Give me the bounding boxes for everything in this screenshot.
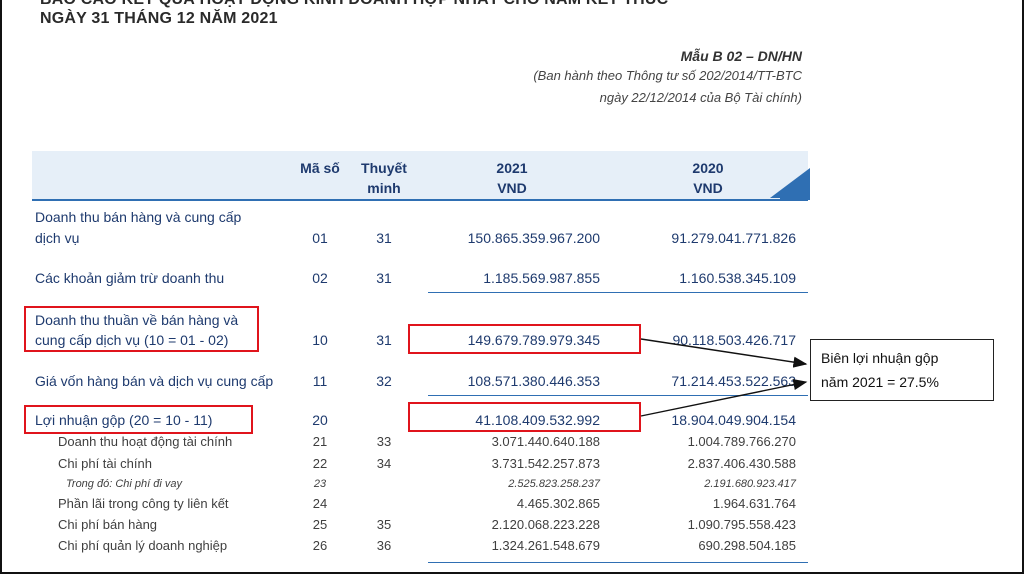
- row-label-cont: cung cấp dịch vụ (10 = 01 - 02): [35, 332, 229, 348]
- row-note: 36: [376, 538, 392, 553]
- highlight-net-revenue-2021: [408, 324, 641, 354]
- row-note: 32: [376, 373, 392, 389]
- row-label: Các khoản giảm trừ doanh thu: [35, 270, 225, 286]
- row-label: Phần lãi trong công ty liên kết: [58, 496, 229, 511]
- row-value-2021: 108.571.380.446.353: [467, 373, 600, 389]
- row-value-2020: 1.004.789.766.270: [687, 434, 796, 449]
- row-value-2021: 2.120.068.223.228: [491, 517, 600, 532]
- row-note: 31: [376, 332, 392, 348]
- row-value-2021: 3.071.440.640.188: [491, 434, 600, 449]
- report-title-line2: NGÀY 31 THÁNG 12 NĂM 2021: [40, 10, 278, 27]
- row-note: 33: [376, 434, 392, 449]
- highlight-gross-profit-2021: [408, 402, 641, 432]
- form-code: Mẫu B 02 – DN/HN: [680, 48, 802, 64]
- row-label: Chi phí tài chính: [58, 456, 152, 471]
- row-label: Trong đó: Chi phí đi vay: [66, 478, 182, 490]
- highlight-gross-profit-label: [24, 405, 253, 434]
- row-value-2020: 91.279.041.771.826: [671, 230, 796, 246]
- row-code: 20: [312, 412, 328, 428]
- row-code: 25: [312, 517, 328, 532]
- row-value-2020: 1.160.538.345.109: [679, 270, 796, 286]
- row-code: 11: [312, 373, 328, 389]
- header-code: Mã số: [300, 160, 340, 176]
- row-label: Chi phí quản lý doanh nghiệp: [58, 538, 228, 553]
- row-label: Chi phí bán hàng: [58, 517, 158, 532]
- row-value-2020: 1.090.795.558.423: [687, 517, 796, 532]
- row-value-2021: 4.465.302.865: [516, 496, 600, 511]
- row-label: Doanh thu bán hàng và cung cấp: [35, 209, 242, 225]
- row-value-2021: 150.865.359.967.200: [467, 230, 600, 246]
- header-2021-unit: VND: [497, 180, 527, 196]
- row-note: 31: [376, 270, 392, 286]
- highlight-net-revenue-label: [24, 306, 259, 352]
- row-value-2021: 1.185.569.987.855: [483, 270, 600, 286]
- row-value-2020: 2.837.406.430.588: [687, 456, 796, 471]
- row-value-2021: 3.731.542.257.873: [491, 456, 600, 471]
- brand-corner-bar: [780, 194, 810, 200]
- row-code: 01: [312, 230, 328, 246]
- row-label: Giá vốn hàng bán và dịch vụ cung cấp: [35, 373, 274, 389]
- row-code: 23: [313, 478, 327, 490]
- bottom-rule: [428, 562, 808, 563]
- row-note: 31: [376, 230, 392, 246]
- header-note-line2: minh: [367, 180, 401, 196]
- row-label: Doanh thu hoạt động tài chính: [58, 434, 233, 449]
- row-note: 34: [376, 456, 392, 471]
- report-title-line1: BÁO CÁO KẾT QUẢ HOẠT ĐỘNG KINH DOANH HỢP…: [40, 0, 668, 9]
- header-2021-year: 2021: [496, 160, 528, 176]
- row-code: 26: [312, 538, 328, 553]
- subtotal-rule: [428, 395, 808, 396]
- row-code: 24: [312, 496, 328, 511]
- row-label: Lợi nhuận gộp (20 = 10 - 11): [35, 412, 213, 428]
- table-header: [32, 151, 808, 201]
- form-note-line1: (Ban hành theo Thông tư số 202/2014/TT-B…: [533, 68, 802, 83]
- row-value-2021: 2.525.823.258.237: [508, 478, 600, 490]
- gross-margin-callout: Biên lợi nhuận gộp năm 2021 = 27.5%: [810, 339, 994, 401]
- row-value-2020: 71.214.453.522.563: [671, 373, 796, 389]
- brand-corner-mark: [770, 168, 810, 198]
- row-value-2020: 1.964.631.764: [712, 496, 796, 511]
- subtotal-rule: [428, 292, 808, 293]
- header-2020-year: 2020: [692, 160, 724, 176]
- form-note-line2: ngày 22/12/2014 của Bộ Tài chính): [599, 90, 802, 105]
- row-code: 10: [312, 332, 328, 348]
- callout-line1: Biên lợi nhuận gộp: [821, 350, 939, 366]
- row-value-2021: 41.108.409.532.992: [475, 412, 600, 428]
- row-note: 35: [376, 517, 392, 532]
- row-value-2021: 149.679.789.979.345: [467, 332, 600, 348]
- row-value-2020: 690.298.504.185: [698, 538, 796, 553]
- row-code: 02: [312, 270, 328, 286]
- row-value-2021: 1.324.261.548.679: [491, 538, 600, 553]
- row-code: 21: [312, 434, 328, 449]
- header-note-line1: Thuyết: [361, 160, 407, 176]
- header-2020-unit: VND: [693, 180, 723, 196]
- row-label-cont: dịch vụ: [35, 230, 80, 246]
- row-code: 22: [312, 456, 328, 471]
- row-value-2020: 2.191.680.923.417: [704, 478, 796, 490]
- callout-line2: năm 2021 = 27.5%: [821, 374, 939, 390]
- row-label: Doanh thu thuần về bán hàng và: [35, 312, 239, 328]
